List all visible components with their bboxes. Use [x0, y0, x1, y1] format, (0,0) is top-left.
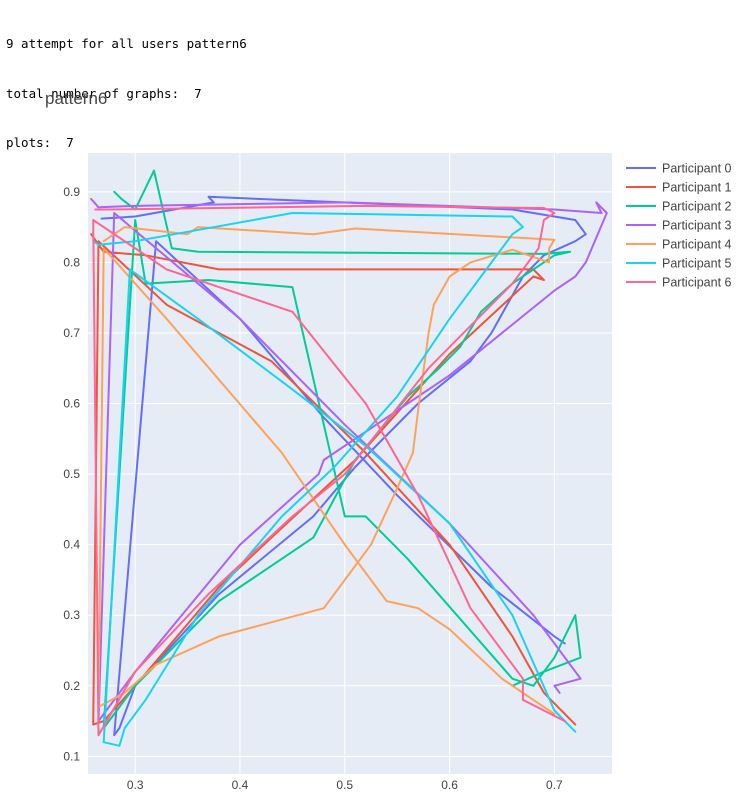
legend-item-participant-1[interactable]: Participant 1: [626, 181, 732, 195]
series-line-participant-4: [97, 226, 556, 715]
y-tick-label: 0.5: [63, 467, 80, 481]
chart-title: pattern6: [45, 89, 107, 108]
console-line-attempts: 9 attempt for all users pattern6: [6, 36, 247, 51]
series-line-participant-1: [90, 233, 577, 726]
legend-label: Participant 2: [662, 200, 732, 214]
legend-item-participant-3[interactable]: Participant 3: [626, 219, 732, 233]
y-tick-label: 0.6: [63, 397, 80, 411]
x-tick-label: 0.7: [546, 778, 563, 792]
legend-label: Participant 1: [662, 181, 732, 195]
axis-tick-labels: 0.3 0.4 0.5 0.6 0.7 0.1 0.2 0.3 0.4 0.5 0.6 0.7 0.8 0…: [63, 185, 563, 792]
x-tick-label: 0.5: [336, 778, 353, 792]
series-line-participant-6: [92, 204, 566, 737]
legend-item-participant-0[interactable]: Participant 0: [626, 162, 732, 176]
y-tick-label: 0.4: [63, 538, 80, 552]
y-tick-label: 0.7: [63, 326, 80, 340]
console-line-total-graphs: total number of graphs: 7: [6, 85, 202, 101]
series-line-participant-5: [92, 212, 577, 747]
console-line-plots: plots: 7: [6, 135, 74, 150]
series-layer: [90, 169, 608, 747]
x-tick-label: 0.6: [441, 778, 458, 792]
x-tick-label: 0.3: [127, 778, 144, 792]
legend-label: Participant 5: [662, 257, 732, 271]
y-tick-label: 0.1: [63, 749, 80, 763]
y-tick-label: 0.2: [63, 679, 80, 693]
y-tick-label: 0.8: [63, 255, 80, 269]
x-tick-label: 0.4: [232, 778, 249, 792]
legend-item-participant-2[interactable]: Participant 2: [626, 200, 732, 214]
legend-label: Participant 3: [662, 219, 732, 233]
legend-label: Participant 6: [662, 276, 732, 290]
legend-label: Participant 0: [662, 162, 732, 176]
y-tick-label: 0.3: [63, 608, 80, 622]
console-output: 9 attempt for all users pattern6 total n…: [6, 3, 247, 168]
legend-item-participant-4[interactable]: Participant 4: [626, 238, 732, 252]
series-line-participant-2: [102, 169, 582, 730]
legend[interactable]: Participant 0 Participant 1 Participant 2 P…: [626, 162, 732, 290]
legend-label: Participant 4: [662, 238, 732, 252]
series-line-participant-0: [100, 195, 587, 737]
legend-item-participant-6[interactable]: Participant 6: [626, 276, 732, 290]
y-tick-label: 0.9: [63, 185, 80, 199]
legend-item-participant-5[interactable]: Participant 5: [626, 257, 732, 271]
